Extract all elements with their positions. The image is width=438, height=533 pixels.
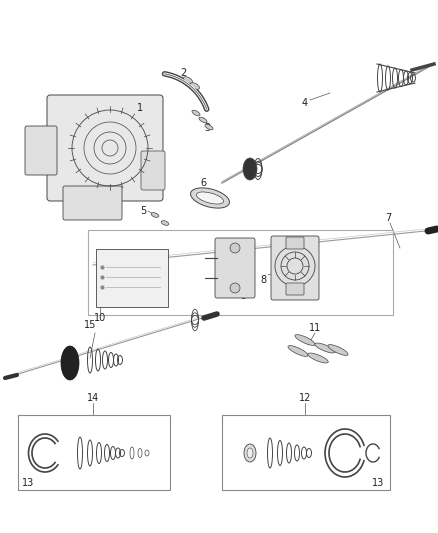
Ellipse shape [151,213,159,217]
Ellipse shape [184,77,193,83]
Ellipse shape [244,444,256,462]
Text: 9: 9 [240,291,246,301]
Text: 7: 7 [385,213,391,223]
Circle shape [230,243,240,253]
Ellipse shape [247,448,253,458]
Ellipse shape [199,117,207,123]
Ellipse shape [295,335,315,345]
Text: 5: 5 [140,206,146,216]
Ellipse shape [191,83,199,90]
Bar [96,249,168,307]
Bar [222,415,390,490]
Ellipse shape [191,188,230,208]
Ellipse shape [328,345,348,356]
Ellipse shape [315,343,335,353]
Text: 10: 10 [94,313,106,323]
FancyBboxPatch shape [47,95,163,201]
Ellipse shape [196,192,223,204]
FancyBboxPatch shape [215,238,255,298]
Bar [18,415,170,490]
Text: 13: 13 [22,478,34,488]
Text: 3: 3 [204,123,210,133]
Bar [88,230,393,315]
FancyBboxPatch shape [286,283,304,295]
Text: 4: 4 [302,98,308,108]
Ellipse shape [192,110,200,116]
FancyBboxPatch shape [25,126,57,175]
Text: 13: 13 [372,478,384,488]
Ellipse shape [243,158,257,180]
Ellipse shape [288,345,308,357]
FancyBboxPatch shape [141,151,165,190]
Ellipse shape [61,346,79,380]
FancyBboxPatch shape [271,236,319,300]
Ellipse shape [161,221,169,225]
Ellipse shape [205,124,213,130]
Text: 1: 1 [137,103,143,113]
FancyBboxPatch shape [286,237,304,249]
Text: 2: 2 [180,68,186,78]
Text: 8: 8 [260,275,266,285]
Ellipse shape [308,353,328,363]
Text: 6: 6 [200,178,206,188]
Text: 14: 14 [87,393,99,403]
Circle shape [230,283,240,293]
Text: 12: 12 [299,393,311,403]
FancyBboxPatch shape [63,186,122,220]
Text: 11: 11 [309,323,321,333]
Text: 15: 15 [84,320,96,330]
